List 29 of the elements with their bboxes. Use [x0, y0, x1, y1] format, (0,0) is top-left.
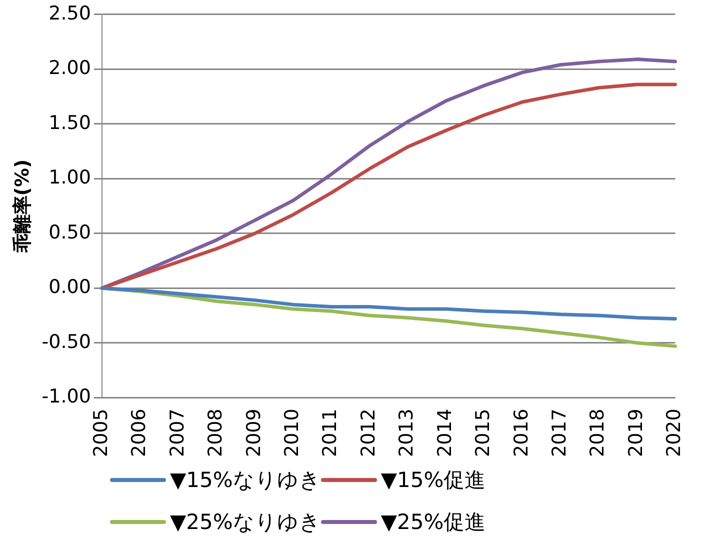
x-tick-label: 2006: [128, 408, 150, 458]
legend-label: ▼15%促進: [380, 467, 486, 494]
y-tick-label: 2.00: [48, 57, 91, 80]
x-tick-label: 2012: [357, 408, 380, 458]
x-tick-label: 2005: [90, 408, 112, 458]
x-tick-label: 2016: [510, 408, 532, 458]
x-tick-label: 2013: [396, 408, 418, 458]
x-tick-label: 2019: [624, 408, 647, 458]
x-tick-label: 2018: [586, 408, 609, 458]
x-tick-label: 2008: [204, 408, 227, 458]
y-tick-label: -0.50: [42, 330, 91, 353]
x-tick-label: 2009: [242, 408, 265, 458]
legend-label: ▼15%なりゆき: [170, 467, 321, 494]
y-axis-title: 乖離率(%): [11, 159, 34, 254]
x-tick-label: 2017: [548, 408, 570, 458]
y-tick-label: 2.50: [48, 2, 91, 24]
x-tick-label: 2014: [434, 408, 456, 458]
legend-label: ▼25%促進: [380, 509, 486, 536]
legend-label: ▼25%なりゆき: [170, 509, 321, 536]
y-tick-label: 0.50: [48, 221, 91, 244]
y-tick-label: 1.00: [48, 166, 91, 189]
y-tick-label: 1.50: [48, 112, 91, 134]
x-tick-label: 2020: [663, 408, 686, 458]
y-tick-label: -1.00: [42, 386, 91, 408]
x-tick-label: 2011: [319, 408, 342, 458]
x-tick-label: 2015: [472, 408, 494, 458]
x-tick-label: 2010: [280, 408, 303, 458]
y-tick-label: 0.00: [48, 276, 91, 298]
x-tick-label: 2007: [166, 408, 188, 458]
